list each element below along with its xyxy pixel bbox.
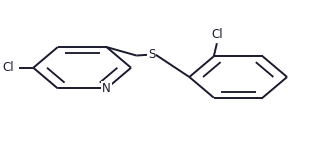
Text: Cl: Cl bbox=[211, 28, 223, 41]
Text: Cl: Cl bbox=[3, 61, 14, 74]
Text: N: N bbox=[102, 82, 111, 95]
Text: S: S bbox=[148, 48, 155, 61]
